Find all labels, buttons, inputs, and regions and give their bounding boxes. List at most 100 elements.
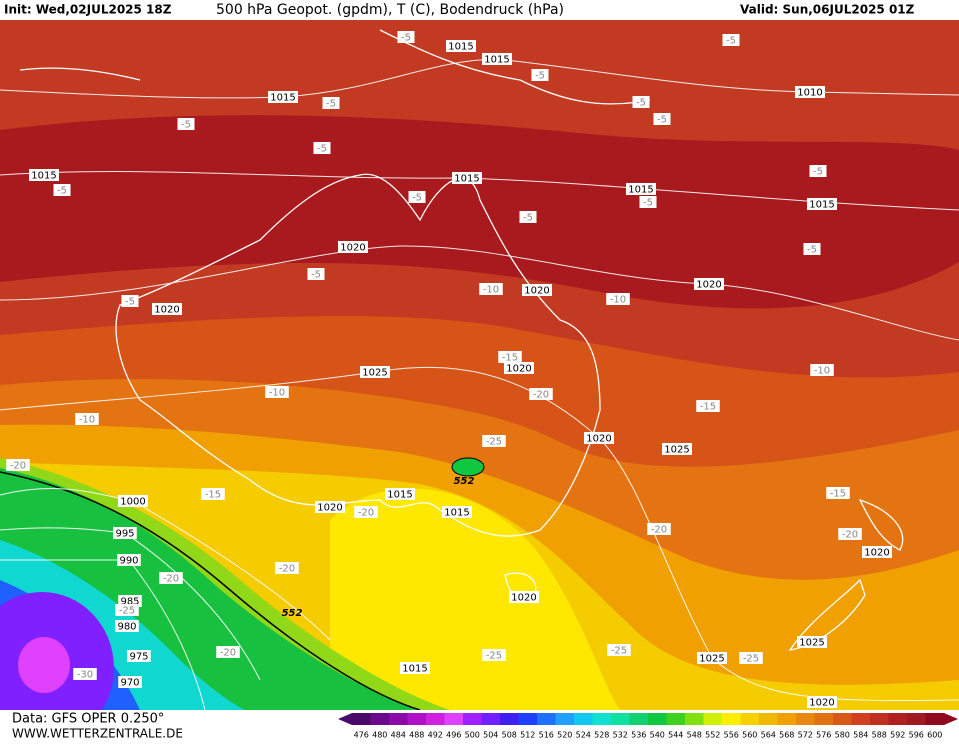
field-band bbox=[0, 115, 959, 309]
isobar-label-box bbox=[315, 501, 345, 513]
colorbar-arrow bbox=[338, 713, 352, 725]
colorbar-label: 496 bbox=[446, 731, 461, 740]
colorbar: 476 480 484 488 492 496 500 504 508 512 516 520 524 5… bbox=[338, 713, 958, 740]
colorbar-cell bbox=[722, 713, 741, 725]
colorbar-cell bbox=[426, 713, 445, 725]
isobar-label-box bbox=[113, 527, 137, 539]
colorbar-cell bbox=[907, 713, 926, 725]
colorbar-label: 504 bbox=[483, 731, 498, 740]
colorbar-cell bbox=[518, 713, 538, 725]
temperature-label-box bbox=[177, 118, 195, 130]
field-band bbox=[18, 637, 70, 693]
colorbar-cell bbox=[537, 713, 556, 725]
colorbar-cell bbox=[833, 713, 852, 725]
colorbar-label: 548 bbox=[687, 731, 702, 740]
isobar-label-box bbox=[482, 53, 512, 65]
isobar-label-box bbox=[127, 650, 151, 662]
isobar-label-box bbox=[29, 169, 59, 181]
isobar-label-box bbox=[115, 620, 139, 632]
temperature-label-box bbox=[482, 649, 506, 661]
isobar-label-box bbox=[697, 652, 727, 664]
temperature-label-box bbox=[73, 668, 97, 680]
temperature-label-box bbox=[201, 488, 225, 500]
colorbar-cell bbox=[481, 713, 501, 725]
colorbar-label: 556 bbox=[724, 731, 739, 740]
temperature-label-box bbox=[739, 652, 763, 664]
temperature-label-box bbox=[482, 435, 506, 447]
temperature-label: -25 bbox=[119, 606, 135, 617]
isobar-label: 1025 bbox=[664, 445, 689, 456]
isobar-label-box bbox=[797, 636, 827, 648]
temperature-label: -10 bbox=[814, 366, 830, 377]
coastline bbox=[788, 498, 904, 651]
temperature-label: -5 bbox=[535, 71, 545, 82]
site-name: WWW.WETTERZENTRALE.DE bbox=[12, 727, 183, 741]
colorbar-label: 564 bbox=[761, 731, 776, 740]
colorbar-label: 516 bbox=[539, 731, 554, 740]
temperature-label: -10 bbox=[269, 388, 285, 399]
temperature-label: -25 bbox=[486, 651, 502, 662]
isobar-label-box bbox=[152, 303, 182, 315]
isobar-label-box bbox=[268, 91, 298, 103]
isobar-label: 970 bbox=[120, 678, 139, 689]
isobar-label: 1015 bbox=[270, 93, 295, 104]
temperature-label: -5 bbox=[181, 120, 191, 131]
isobar-label: 1015 bbox=[809, 200, 834, 211]
temperature-label-box bbox=[397, 31, 415, 43]
isobar-label: 1015 bbox=[402, 664, 427, 675]
isobar-label-box bbox=[795, 86, 825, 98]
temperature-label: -10 bbox=[610, 295, 626, 306]
coastline bbox=[19, 29, 651, 105]
isobar-label: 1010 bbox=[797, 88, 822, 99]
colorbar-cell bbox=[777, 713, 797, 725]
temperature-label-box bbox=[498, 351, 522, 363]
temperature-label: -20 bbox=[220, 648, 236, 659]
temperature-label: -5 bbox=[643, 198, 653, 209]
temperature-label-box bbox=[696, 400, 720, 412]
colorbar-label: 484 bbox=[391, 731, 406, 740]
init-time: Init: Wed,02JUL2025 18Z bbox=[4, 3, 172, 17]
temperature-label-box bbox=[606, 293, 630, 305]
temperature-label-box bbox=[529, 388, 553, 400]
temperature-label-box bbox=[53, 184, 71, 196]
isobar-label: 1015 bbox=[484, 55, 509, 66]
background-fields bbox=[0, 20, 959, 744]
colorbar-cell bbox=[407, 713, 427, 725]
colorbar-cell bbox=[389, 713, 408, 725]
temperature-label: -15 bbox=[205, 490, 221, 501]
isobar-label-box bbox=[509, 591, 539, 603]
temperature-label-box bbox=[216, 646, 240, 658]
temperature-label: -15 bbox=[700, 402, 716, 413]
colorbar-label: 492 bbox=[428, 731, 443, 740]
temperature-label: -5 bbox=[813, 167, 823, 178]
isobar-label: 1015 bbox=[31, 171, 56, 182]
colorbar-label: 524 bbox=[576, 731, 591, 740]
temperature-label-box bbox=[632, 96, 650, 108]
isobar-label-box bbox=[118, 495, 148, 507]
isobar-label-box bbox=[584, 432, 614, 444]
temperature-label: -5 bbox=[401, 33, 411, 44]
colorbar-label: 596 bbox=[909, 731, 924, 740]
colorbar-label: 576 bbox=[816, 731, 831, 740]
colorbar-cell bbox=[444, 713, 464, 725]
temperature-label-box bbox=[159, 572, 183, 584]
temperature-label-box bbox=[275, 562, 299, 574]
colorbar-cell bbox=[870, 713, 889, 725]
isobar-label: 980 bbox=[117, 622, 136, 633]
temperature-label: -5 bbox=[317, 144, 327, 155]
colorbar-label: 572 bbox=[798, 731, 813, 740]
colorbar-cell bbox=[703, 713, 723, 725]
temperature-label-box bbox=[121, 295, 139, 307]
isobar-label: 1020 bbox=[809, 698, 834, 709]
geopotential-label: 552 bbox=[282, 608, 303, 619]
temperature-label: -20 bbox=[651, 525, 667, 536]
temperature-label-box bbox=[75, 413, 99, 425]
colorbar-label: 540 bbox=[650, 731, 665, 740]
colorbar-label: 568 bbox=[779, 731, 794, 740]
data-source: Data: GFS OPER 0.250° bbox=[12, 712, 164, 727]
colorbar-label: 536 bbox=[631, 731, 646, 740]
temperature-label-box bbox=[607, 644, 631, 656]
isobar-label-box bbox=[452, 172, 482, 184]
colorbar-cell bbox=[370, 713, 390, 725]
geopotential-label: 552 bbox=[454, 476, 475, 487]
